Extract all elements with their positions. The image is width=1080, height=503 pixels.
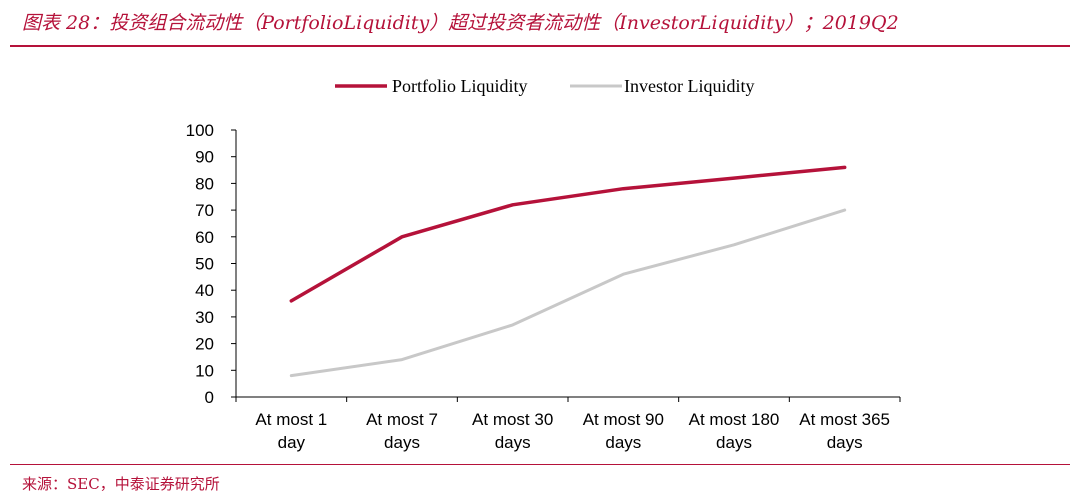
y-tick-label: 100	[186, 121, 214, 140]
source-divider	[10, 464, 1070, 465]
data-point	[290, 374, 293, 377]
data-point	[843, 208, 846, 212]
data-point	[511, 323, 514, 327]
x-category-label: days	[495, 433, 531, 452]
x-category-label: At most 30	[472, 410, 553, 429]
data-point	[400, 235, 404, 238]
data-point	[511, 203, 514, 206]
x-category-label: days	[827, 433, 863, 452]
legend-label: Investor Liquidity	[624, 76, 754, 96]
data-point	[843, 166, 846, 169]
x-category-label: At most 180	[689, 410, 780, 429]
y-tick-label: 10	[195, 361, 214, 380]
title-divider	[10, 45, 1070, 47]
y-tick-label: 70	[195, 201, 214, 220]
series-line-portfolio-liquidity	[289, 165, 847, 303]
x-category-label: days	[716, 433, 752, 452]
y-tick-label: 40	[195, 281, 214, 300]
series-line-investor-liquidity	[289, 208, 847, 378]
x-category-label: day	[278, 433, 306, 452]
data-point	[290, 299, 293, 303]
data-point	[400, 358, 404, 361]
y-tick-label: 60	[195, 228, 214, 247]
y-tick-label: 20	[195, 335, 214, 354]
y-tick-label: 90	[195, 148, 214, 167]
x-category-label: At most 1	[255, 410, 327, 429]
y-tick-label: 50	[195, 255, 214, 274]
x-category-label: days	[384, 433, 420, 452]
data-point	[732, 176, 736, 180]
x-category-label: At most 90	[583, 410, 664, 429]
legend-label: Portfolio Liquidity	[392, 76, 528, 96]
source-note: 来源：SEC，中泰证券研究所	[22, 475, 220, 493]
y-tick-label: 0	[205, 388, 214, 407]
data-point	[622, 272, 625, 276]
data-point	[622, 187, 625, 190]
y-tick-label: 30	[195, 308, 214, 327]
x-category-label: At most 365	[799, 410, 890, 429]
x-category-label: days	[605, 433, 641, 452]
x-category-label: At most 7	[366, 410, 438, 429]
y-tick-label: 80	[195, 174, 214, 193]
data-point	[732, 243, 736, 247]
figure-title: 图表 28：投资组合流动性（PortfolioLiquidity）超过投资者流动…	[22, 12, 899, 34]
